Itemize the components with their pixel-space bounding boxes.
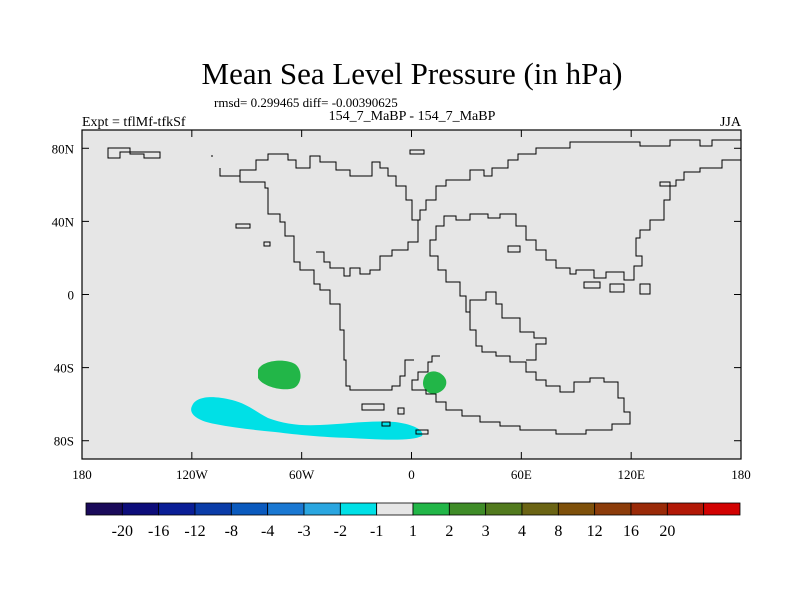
colorbar-swatch: [85, 502, 123, 516]
season-label: JJA: [720, 115, 742, 130]
colorbar-swatch: [448, 502, 487, 516]
colorbar-label: 1: [409, 523, 417, 540]
coastline-interior: [469, 291, 547, 361]
x-tick-label: 60W: [289, 467, 315, 482]
map-background: [82, 130, 741, 459]
colorbar-label: -1: [370, 523, 383, 540]
colorbar-swatch: [230, 502, 269, 516]
colorbar-swatch: [557, 502, 596, 516]
colorbar-swatch: [339, 502, 378, 516]
y-axis: 80N 40N 0 40S 80S: [52, 141, 741, 449]
colorbar: -20 -16 -12 -8 -4 -3 -2 -1 1 2 3 4 8 12 16 20: [85, 502, 741, 540]
colorbar-label: -16: [148, 523, 169, 540]
colorbar-label: -12: [184, 523, 205, 540]
colorbar-label: 12: [587, 523, 603, 540]
coastline-eurasia-top: [418, 139, 741, 221]
coastline-islands: [107, 147, 651, 435]
y-tick-label: 40N: [52, 214, 75, 229]
experiment-label: Expt = tflMf-tfkSf: [82, 115, 186, 130]
colorbar-swatch: [267, 502, 305, 516]
coastlines: [107, 139, 741, 435]
anomaly-region-green-pacific: [258, 360, 301, 390]
colorbar-label: 2: [445, 523, 453, 540]
x-tick-label: 0: [408, 467, 415, 482]
colorbar-swatch: [594, 502, 632, 516]
anomaly-region-green-atlantic: [422, 371, 447, 394]
colorbar-label: 20: [659, 523, 675, 540]
y-tick-label: 80N: [52, 141, 75, 156]
colorbar-swatch: [703, 502, 741, 516]
x-tick-label: 120E: [617, 467, 645, 482]
colorbar-swatch: [121, 502, 160, 516]
y-tick-label: 80S: [54, 434, 74, 449]
colorbar-label: -4: [261, 523, 274, 540]
colorbar-swatch: [412, 502, 450, 516]
comparison-label: 154_7_MaBP - 154_7_MaBP: [329, 109, 496, 124]
stats-line: rmsd= 0.299465 diff= -0.00390625: [214, 95, 398, 110]
y-tick-label: 0: [68, 288, 75, 303]
x-tick-label: 180: [72, 467, 92, 482]
x-tick-label: 60E: [511, 467, 532, 482]
colorbar-label: -20: [112, 523, 133, 540]
colorbar-label: -3: [297, 523, 310, 540]
colorbar-swatch: [303, 502, 341, 516]
colorbar-swatch: [521, 502, 559, 516]
coastline-north-america-top: [239, 153, 419, 277]
y-tick-label: 40S: [54, 361, 74, 376]
coastline-eurasia-east: [411, 159, 741, 435]
colorbar-label: 4: [518, 523, 526, 540]
colorbar-label: -2: [334, 523, 347, 540]
anomaly-region-cyan: [191, 397, 423, 440]
colorbar-swatch: [194, 502, 232, 516]
x-axis: 180 120W 60W 0 60E 120E 180: [72, 130, 751, 482]
colorbar-label: -8: [225, 523, 238, 540]
colorbar-swatch: [485, 502, 523, 516]
x-tick-label: 180: [731, 467, 751, 482]
coastline-north-america-west: [211, 155, 414, 391]
colorbar-swatch: [376, 502, 414, 516]
colorbar-label: 16: [623, 523, 639, 540]
colorbar-swatch: [630, 502, 668, 516]
colorbar-label: 3: [482, 523, 490, 540]
colorbar-label: 8: [554, 523, 562, 540]
chart-title: Mean Sea Level Pressure (in hPa): [202, 56, 623, 91]
x-tick-label: 120W: [176, 467, 209, 482]
colorbar-swatch: [158, 502, 196, 516]
colorbar-swatch: [666, 502, 705, 516]
